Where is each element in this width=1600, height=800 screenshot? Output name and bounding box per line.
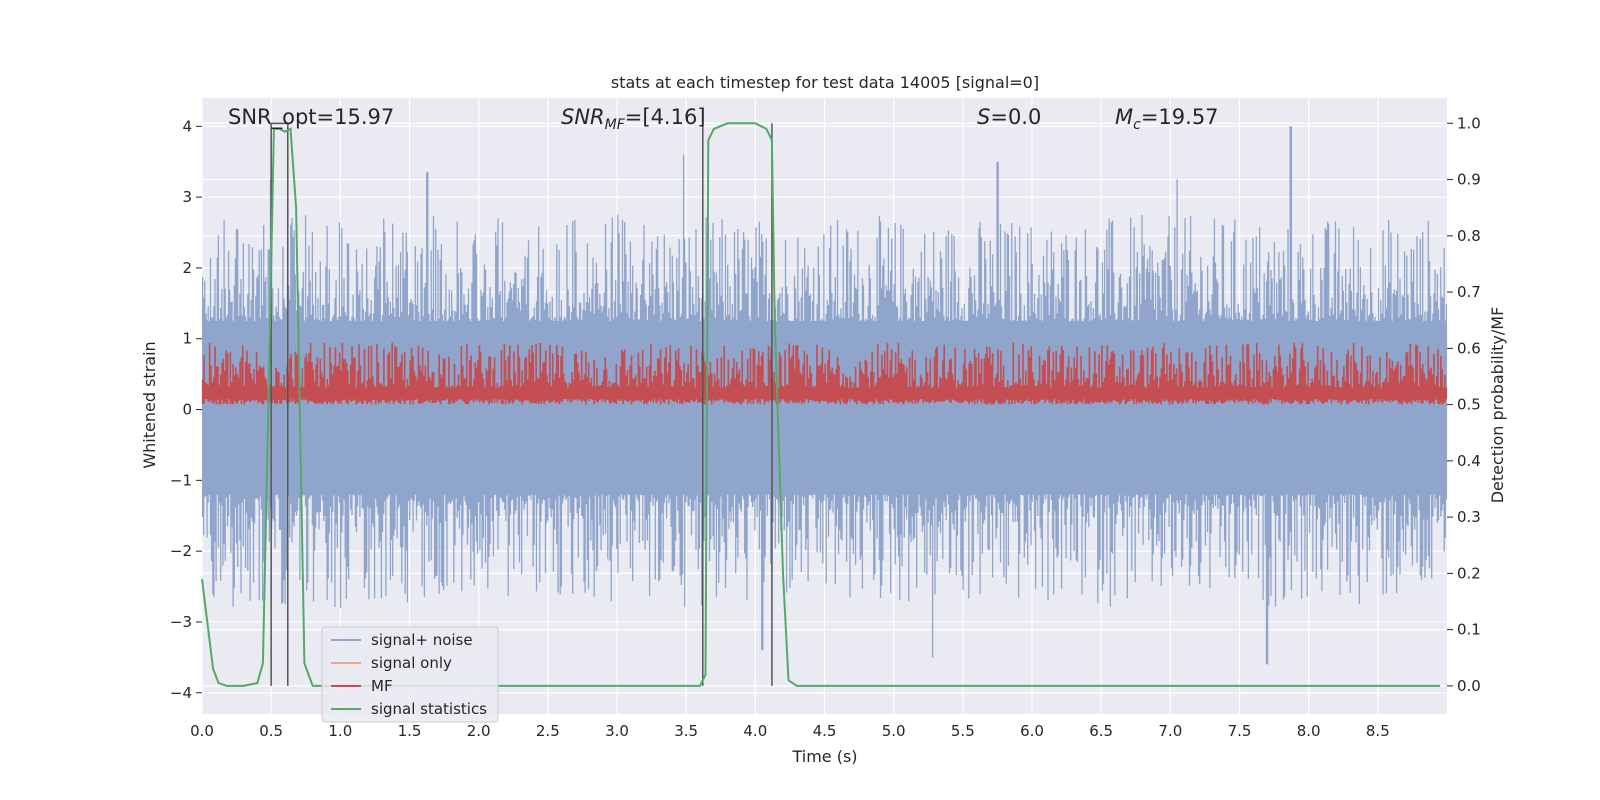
x-axis-ticks: 0.0 0.5 1.0 1.5 2.0 2.5 3.0 3.5 4.0 4.5 5.0 5.5 6.0 6…: [190, 722, 1390, 740]
y-tick-label: 4: [182, 117, 192, 135]
mc-rest: =19.57: [1141, 105, 1219, 129]
chart-title: stats at each timestep for test data 140…: [611, 73, 1039, 92]
y-right-axis-ticks: 1.0 0.9 0.8 0.7 0.6 0.5 0.4 0.3 0.2 0.1 0.0: [1447, 114, 1481, 695]
y-right-tick-label: 0.2: [1457, 564, 1481, 582]
signal-statistics-line: [201, 122, 1441, 687]
annotation-mc: Mc=19.57: [1115, 105, 1219, 133]
x-tick-label: 2.0: [467, 722, 491, 740]
y-tick-label: 0: [182, 401, 192, 419]
plot-area: [201, 98, 1448, 714]
annotation-snr-mf: SNRMF=[4.16]: [561, 105, 706, 133]
x-tick-label: 4.0: [743, 722, 767, 740]
x-tick-label: 1.0: [328, 722, 352, 740]
y-right-tick-label: 0.1: [1457, 621, 1481, 639]
annotation-s: S=0.0: [977, 105, 1041, 129]
x-tick-label: 6.5: [1089, 722, 1113, 740]
s-base: S: [977, 105, 990, 129]
x-tick-label: 2.5: [536, 722, 560, 740]
annotation-snr-opt: SNR_opt=15.97: [228, 105, 394, 130]
legend-label-signal-noise: signal+ noise: [371, 631, 473, 649]
x-tick-label: 7.0: [1158, 722, 1182, 740]
y-right-tick-label: 1.0: [1457, 114, 1481, 132]
y-right-tick-label: 0.9: [1457, 171, 1481, 189]
legend: signal+ noise signal only MF signal stat…: [321, 626, 499, 723]
snr-mf-base: SNR: [561, 105, 605, 129]
y-right-tick-label: 0.3: [1457, 508, 1481, 526]
x-tick-label: 1.5: [398, 722, 422, 740]
y-right-tick-label: 0.0: [1457, 677, 1481, 695]
y-tick-label: −2: [170, 542, 192, 560]
snr-mf-sub: MF: [605, 117, 626, 133]
y-tick-label: −1: [170, 471, 192, 489]
mc-sub: c: [1133, 117, 1141, 133]
s-rest: =0.0: [990, 105, 1041, 129]
x-tick-label: 6.0: [1020, 722, 1044, 740]
x-tick-label: 7.5: [1228, 722, 1252, 740]
y-right-tick-label: 0.5: [1457, 396, 1481, 414]
legend-label-signal-only: signal only: [371, 654, 452, 672]
x-tick-label: 8.0: [1297, 722, 1321, 740]
mc-base: M: [1115, 105, 1133, 129]
x-tick-label: 8.5: [1366, 722, 1390, 740]
y-axis-label: Whitened strain: [140, 341, 159, 468]
signal-noise-line-lower: [201, 409, 1448, 665]
y-tick-label: −3: [170, 613, 192, 631]
x-tick-label: 4.5: [813, 722, 837, 740]
y-axis-ticks: 4 3 2 1 0 −1 −2 −3 −4: [170, 117, 202, 702]
y-right-tick-label: 0.8: [1457, 227, 1481, 245]
snr-mf-rest: =[4.16]: [625, 105, 706, 129]
legend-label-mf: MF: [371, 677, 393, 695]
y-right-tick-label: 0.7: [1457, 283, 1481, 301]
y-right-tick-label: 0.6: [1457, 339, 1481, 357]
x-tick-label: 5.5: [951, 722, 975, 740]
x-tick-label: 5.0: [882, 722, 906, 740]
x-tick-label: 0.5: [259, 722, 283, 740]
legend-box: [321, 626, 499, 723]
x-axis-label: Time (s): [791, 747, 857, 766]
x-tick-label: 0.0: [190, 722, 214, 740]
y-tick-label: −4: [170, 684, 192, 702]
mf-line: [201, 342, 1448, 405]
y-tick-label: 3: [182, 188, 192, 206]
x-tick-label: 3.0: [605, 722, 629, 740]
legend-label-signal-statistics: signal statistics: [371, 700, 487, 718]
y-right-axis-label: Detection probability/MF: [1488, 307, 1507, 504]
y-right-tick-label: 0.4: [1457, 452, 1481, 470]
y-tick-label: 1: [182, 330, 192, 348]
x-tick-label: 3.5: [674, 722, 698, 740]
y-tick-label: 2: [182, 259, 192, 277]
